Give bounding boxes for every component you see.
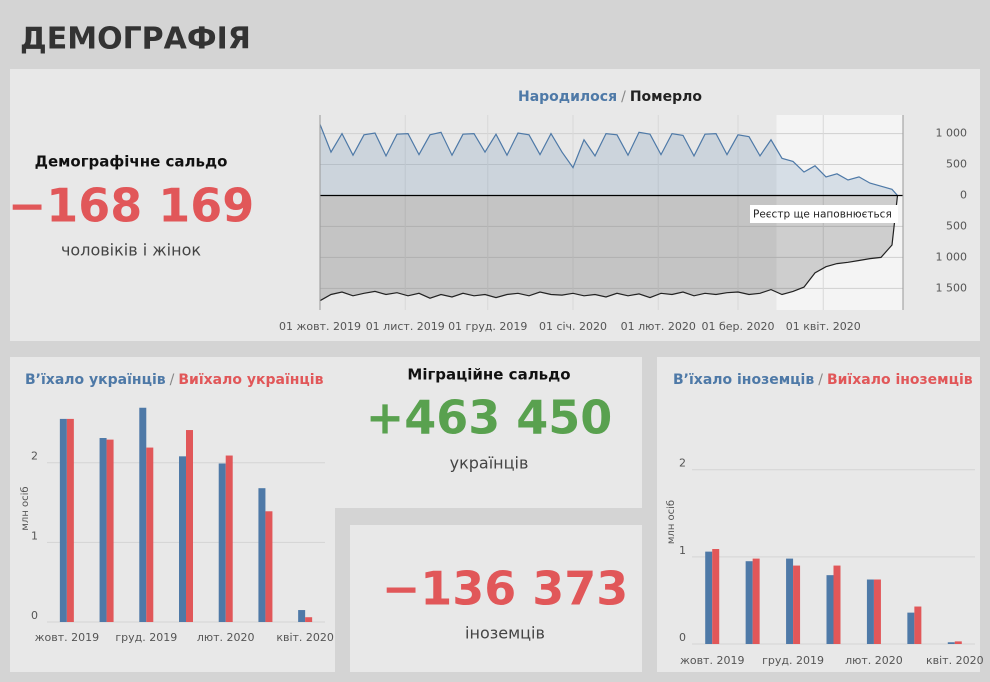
x-tick-label: 01 лют. 2020 <box>621 320 696 333</box>
x-tick-label: квіт. 2020 <box>926 654 984 667</box>
annotation: Реєстр ще наповнюється <box>753 209 892 221</box>
legend-entry: Виїхало українців <box>178 372 323 388</box>
legend-entry: Народилося <box>518 89 617 105</box>
chart-title: В’їхало українців / Виїхало українців <box>25 372 324 388</box>
y-tick-label: 1 000 <box>936 127 968 140</box>
y-tick-label: 500 <box>946 158 967 171</box>
x-tick-label: жовт. 2019 <box>680 654 745 667</box>
annotation-box <box>750 205 898 223</box>
y-tick-label: 2 <box>31 450 38 463</box>
bar <box>866 579 874 644</box>
bar <box>752 558 760 644</box>
x-tick-label: жовт. 2019 <box>35 631 100 644</box>
bar <box>954 641 962 644</box>
bar <box>59 418 67 622</box>
y-tick-label: 2 <box>679 457 686 470</box>
legend-entry: В’їхало іноземців <box>673 372 814 388</box>
y-tick-label: 0 <box>679 631 686 644</box>
x-tick-label: 01 жовт. 2019 <box>279 320 361 333</box>
bar <box>826 575 834 644</box>
bar <box>218 463 226 622</box>
bar <box>66 418 74 622</box>
title-separator: / <box>621 89 626 105</box>
legend-entry: Померло <box>630 89 703 105</box>
y-tick-label: 1 500 <box>936 281 968 294</box>
x-tick-label: 01 січ. 2020 <box>539 320 607 333</box>
bar <box>106 439 114 622</box>
bar <box>225 455 233 622</box>
y-tick-label: 1 000 <box>936 250 968 263</box>
panel <box>10 357 335 672</box>
kpi-unit: чоловіків і жінок <box>61 241 201 260</box>
x-tick-label: груд. 2019 <box>115 631 177 644</box>
x-tick-label: 01 груд. 2019 <box>448 320 527 333</box>
chart-title: В’їхало іноземців / Виїхало іноземців <box>673 372 973 388</box>
line <box>319 124 898 196</box>
bar <box>99 438 107 622</box>
kpi-unit: іноземців <box>465 624 545 643</box>
title-separator: / <box>818 372 823 388</box>
chart-title: Народилося / Померло <box>518 89 702 105</box>
kpi-label: Міграційне сальдо <box>407 366 570 384</box>
x-tick-label: 01 бер. 2020 <box>701 320 774 333</box>
bar <box>305 617 313 622</box>
bar <box>146 447 154 622</box>
bar <box>745 561 753 644</box>
legend-entry: Виїхало іноземців <box>827 372 973 388</box>
bar <box>914 606 922 644</box>
page-title: ДЕМОГРАФІЯ <box>20 22 251 57</box>
title-separator: / <box>170 372 175 388</box>
kpi-value: −168 169 <box>8 179 255 233</box>
bar <box>873 579 881 644</box>
bar <box>947 642 955 644</box>
bar <box>907 612 915 644</box>
bar <box>139 407 147 622</box>
bar <box>833 565 841 644</box>
x-tick-label: 01 квіт. 2020 <box>786 320 861 333</box>
y-tick-label: 0 <box>31 609 38 622</box>
y-tick-label: 500 <box>946 219 967 232</box>
bar <box>179 456 186 622</box>
bar <box>258 488 266 622</box>
legend-entry: В’їхало українців <box>25 372 166 388</box>
bar <box>712 549 720 644</box>
bar <box>786 558 794 644</box>
x-tick-label: лют. 2020 <box>197 631 255 644</box>
line <box>319 195 899 302</box>
y-tick-label: 1 <box>31 529 38 542</box>
x-tick-label: квіт. 2020 <box>276 631 334 644</box>
panel <box>335 357 642 508</box>
kpi-label: Демографічне сальдо <box>35 153 228 171</box>
bar <box>298 610 306 622</box>
y-tick-label: 0 <box>960 188 967 201</box>
bar <box>705 551 713 644</box>
y-tick-label: 1 <box>679 544 686 557</box>
kpi-unit: українців <box>450 454 529 473</box>
x-tick-label: груд. 2019 <box>762 654 824 667</box>
bar <box>186 430 193 622</box>
bar <box>265 511 273 622</box>
bar <box>793 565 801 644</box>
area <box>320 124 898 196</box>
y-axis-title: млн осіб <box>665 500 677 544</box>
panel <box>350 525 642 672</box>
x-tick-label: лют. 2020 <box>845 654 903 667</box>
kpi-value: −136 373 <box>382 562 629 616</box>
x-tick-label: 01 лист. 2019 <box>366 320 445 333</box>
y-axis-title: млн осіб <box>19 486 31 530</box>
kpi-value: +463 450 <box>366 391 613 445</box>
